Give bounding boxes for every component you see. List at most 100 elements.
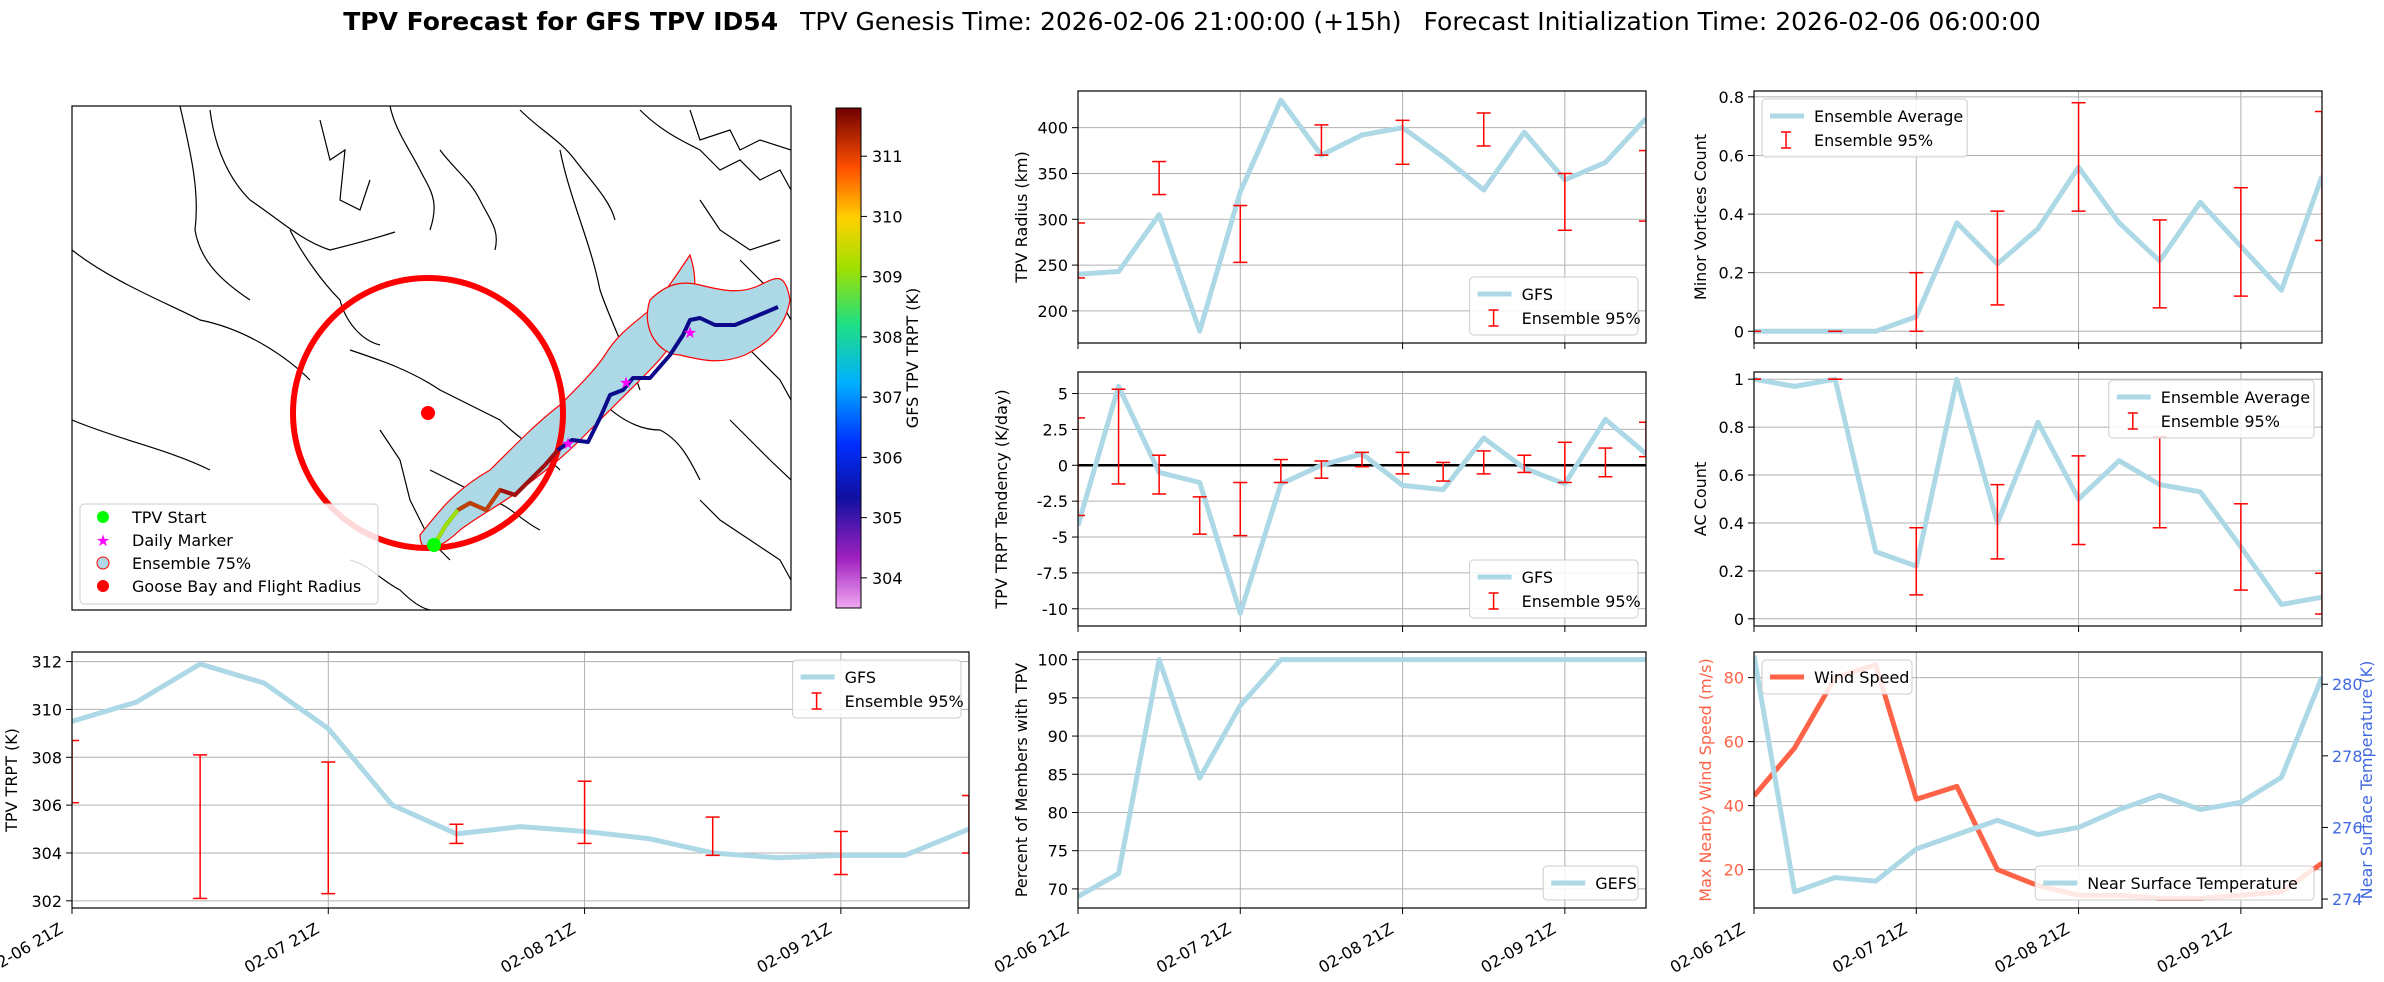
plot-area bbox=[72, 661, 969, 900]
chart-tendency: -10 -7.5 -5 -2.5 0 2.5 5 TPV TRPT Tendency (K/d… bbox=[992, 371, 1647, 632]
y-axis-label: Percent of Members with TPV bbox=[1012, 663, 1031, 897]
map-legend-start: TPV Start bbox=[131, 508, 207, 527]
y-tick-label: 350 bbox=[1037, 164, 1068, 183]
y-axis-label: Minor Vortices Count bbox=[1691, 134, 1710, 300]
map-legend: TPV Start ★ Daily Marker Ensemble 75% Go… bbox=[79, 503, 379, 605]
y-tick-label: 0.6 bbox=[1719, 146, 1744, 165]
legend-box bbox=[1469, 276, 1639, 336]
colorbar bbox=[835, 107, 862, 609]
y-tick-label: 2.5 bbox=[1043, 420, 1068, 439]
y-tick-label: 0.2 bbox=[1719, 264, 1744, 283]
y-tick-label: 0 bbox=[1734, 322, 1744, 341]
axes-frame bbox=[1077, 90, 1647, 344]
daily-marker: ★ bbox=[619, 373, 633, 392]
y-tick-label: 85 bbox=[1048, 765, 1068, 784]
axes-frame bbox=[71, 651, 970, 909]
colorbar-tick-label: 306 bbox=[872, 448, 903, 467]
y-tick-label: -10 bbox=[1042, 600, 1068, 619]
x-tick-label: 02-09 21Z bbox=[2154, 919, 2235, 977]
x-tick-label: 02-07 21Z bbox=[241, 919, 322, 977]
y-tick-label: 80 bbox=[1724, 669, 1744, 688]
y-tick-label: 0.6 bbox=[1719, 466, 1744, 485]
y-tick-label: 0.8 bbox=[1719, 418, 1744, 437]
y-tick-label: 250 bbox=[1037, 256, 1068, 275]
legend-box bbox=[1469, 559, 1639, 619]
plot-area bbox=[1078, 97, 1646, 334]
y-tick-label: 310 bbox=[31, 700, 62, 719]
axes-frame bbox=[1077, 371, 1647, 627]
y-tick-label: 0.4 bbox=[1719, 514, 1744, 533]
y-tick-label: 306 bbox=[31, 796, 62, 815]
y-tick-label: -2.5 bbox=[1037, 492, 1068, 511]
chart-trpt: 302 304 306 308 310 312 02-06 21Z 02-07 21Z 02-0… bbox=[0, 651, 970, 977]
x-tick-label: 02-06 21Z bbox=[1667, 919, 1748, 977]
legend-box bbox=[2108, 379, 2315, 439]
tpv-track-start bbox=[432, 508, 460, 547]
map-panel: ★ ★ ★ TPV Start ★ Daily Marker Ensemble … bbox=[71, 105, 922, 611]
colorbar-tick-label: 304 bbox=[872, 569, 903, 588]
y-axis-label: AC Count bbox=[1691, 462, 1710, 536]
figure-title: TPV Forecast for GFS TPV ID54 TPV Genesis… bbox=[343, 7, 2041, 36]
y-tick-label: 0 bbox=[1734, 610, 1744, 629]
series-line-ensemble-average bbox=[1754, 164, 2322, 334]
y-tick-label: 75 bbox=[1048, 842, 1068, 861]
y-tick-label: 40 bbox=[1724, 797, 1744, 816]
legend-start-icon bbox=[97, 511, 109, 523]
legend: GFS Ensemble 95% bbox=[792, 659, 964, 719]
legend-label: GFS bbox=[1522, 285, 1553, 304]
legend: Wind Speed bbox=[1761, 659, 1913, 695]
x-tick-label: 02-08 21Z bbox=[497, 919, 578, 977]
map-legend-goose: Goose Bay and Flight Radius bbox=[132, 577, 361, 596]
y-tick-label: 70 bbox=[1048, 880, 1068, 899]
colorbar-tick-label: 305 bbox=[872, 509, 903, 528]
title-bold: TPV Forecast for GFS TPV ID54 bbox=[343, 7, 778, 36]
chart-percent: 70 75 80 85 90 95 100 02-06 21Z 02-07 21Z 02-08 2… bbox=[991, 651, 1647, 977]
y-tick-label: 60 bbox=[1724, 733, 1744, 752]
colorbar-tick-label: 307 bbox=[872, 388, 903, 407]
y-tick-label: 400 bbox=[1037, 119, 1068, 138]
chart-radius: 200 250 300 350 400 TPV Radius (km) GFS Ensembl… bbox=[1012, 90, 1647, 349]
legend-daily-icon: ★ bbox=[96, 531, 110, 550]
legend-label: Ensemble 95% bbox=[1814, 131, 1933, 150]
legend-label: Ensemble Average bbox=[1814, 107, 1963, 126]
x-tick-label: 02-08 21Z bbox=[1991, 919, 2072, 977]
y-tick-label: 300 bbox=[1037, 210, 1068, 229]
x-tick-label: 02-09 21Z bbox=[1478, 919, 1559, 977]
y-tick-label: 0.2 bbox=[1719, 562, 1744, 581]
series-line-ensemble-average bbox=[1754, 376, 2322, 607]
y-tick-label: 200 bbox=[1037, 302, 1068, 321]
legend-box bbox=[1542, 865, 1639, 901]
chart-wind_temp: 20 40 60 80 02-06 21Z 02-07 21Z 02-08 21Z 02-09… bbox=[1667, 651, 2376, 977]
legend-label: Ensemble Average bbox=[2161, 388, 2310, 407]
x-tick-label: 02-09 21Z bbox=[754, 919, 835, 977]
legend-label: Wind Speed bbox=[1814, 668, 1909, 687]
y-tick-label: 0 bbox=[1058, 456, 1068, 475]
legend: Near Surface Temperature bbox=[2034, 865, 2315, 901]
y-tick-label: -7.5 bbox=[1037, 564, 1068, 583]
legend: GFS Ensemble 95% bbox=[1469, 559, 1641, 619]
colorbar-label: GFS TPV TRPT (K) bbox=[903, 288, 922, 428]
y-tick-label: 0.8 bbox=[1719, 88, 1744, 107]
y-tick-label: 312 bbox=[31, 653, 62, 672]
plot-area bbox=[1078, 657, 1646, 899]
legend-label: GFS bbox=[845, 668, 876, 687]
y-axis-label: TPV Radius (km) bbox=[1012, 151, 1031, 284]
y-tick-label: 100 bbox=[1037, 651, 1068, 670]
legend-box bbox=[1761, 659, 1913, 695]
y2-tick-label: 280 bbox=[2332, 675, 2363, 694]
x-tick-label: 02-06 21Z bbox=[0, 919, 66, 977]
legend-label: Near Surface Temperature bbox=[2087, 874, 2298, 893]
y-tick-label: 95 bbox=[1048, 689, 1068, 708]
legend-label: GEFS bbox=[1595, 874, 1637, 893]
y-axis-label: Max Nearby Wind Speed (m/s) bbox=[1696, 658, 1715, 901]
colorbar-tick-label: 309 bbox=[872, 268, 903, 287]
map-legend-daily: Daily Marker bbox=[132, 531, 233, 550]
legend: Ensemble Average Ensemble 95% bbox=[1761, 98, 1968, 158]
legend-box bbox=[1761, 98, 1968, 158]
legend-label: GFS bbox=[1522, 568, 1553, 587]
series-line-wind-speed bbox=[1754, 662, 2322, 901]
legend-label: Ensemble 95% bbox=[2161, 412, 2280, 431]
chart-minor: 0 0.2 0.4 0.6 0.8 Minor Vortices Count Ensembl… bbox=[1691, 88, 2323, 349]
